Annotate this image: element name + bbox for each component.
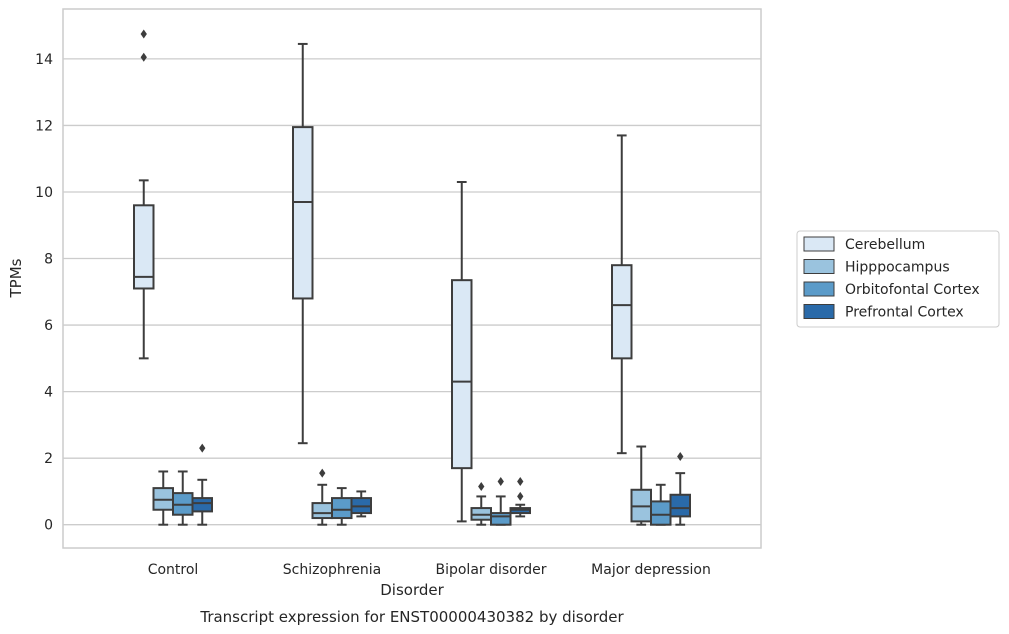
y-tick-label: 12 [35,118,53,134]
box-3-1 [350,490,372,518]
legend-swatch [803,236,835,252]
legend-item: Cerebellum [803,236,925,253]
legend-item: Hipppocampus [803,259,950,276]
legend-item: Orbitofontal Cortex [803,281,980,298]
box-1-0 [152,470,174,526]
x-tick-label: Major depression [591,562,711,578]
box-iqr [650,500,672,526]
boxes [133,29,691,526]
figure-caption: Transcript expression for ENST0000043038… [199,608,624,626]
box-1-3 [630,445,652,526]
x-axis-title: Disorder [380,581,444,599]
legend-label: Hipppocampus [845,260,950,276]
outlier-point [319,468,326,478]
y-tick-label: 6 [44,318,53,334]
x-tick-label: Bipolar disorder [435,562,546,578]
y-tick-label: 2 [44,451,53,467]
legend-swatch [803,304,835,319]
box-iqr [311,502,333,520]
outlier-point [517,491,524,501]
outlier-point [140,29,147,39]
legend-swatch [803,281,835,297]
box-2-2 [490,476,512,526]
box-iqr [331,497,353,520]
legend-label: Prefrontal Cortex [845,305,964,321]
outlier-point [140,52,147,62]
legend-label: Cerebellum [845,237,925,253]
outlier-point [517,476,524,486]
box-3-3 [669,452,691,526]
y-tick-labels: 0 2 4 6 8 10 12 14 [35,52,53,534]
box-iqr [133,204,155,290]
box-iqr [292,126,314,300]
y-tick-label: 0 [44,518,53,534]
legend-label: Orbitofontal Cortex [845,282,980,298]
box-iqr [451,279,473,470]
y-tick-label: 4 [44,385,53,401]
legend-item: Prefrontal Cortex [803,304,964,321]
legend-swatch [803,259,835,274]
box-3-0 [191,443,213,526]
x-tick-labels: Control Schizophrenia Bipolar disorder Majo… [148,562,711,578]
plot-frame [62,8,762,549]
box-iqr [191,497,213,513]
box-0-3 [611,134,633,455]
box-iqr [490,512,512,526]
outlier-point [478,481,485,491]
x-tick-label: Schizophrenia [283,562,381,578]
box-0-0 [133,29,155,360]
y-axis-title: TPMs [7,258,25,298]
y-tick-label: 14 [35,52,53,68]
outlier-point [199,443,206,453]
box-iqr [669,493,691,518]
box-2-1 [331,487,353,526]
box-iqr [611,264,633,360]
legend: Cerebellum Hipppocampus Orbitofontal Corte… [796,230,1000,328]
y-tick-label: 10 [35,185,53,201]
box-0-1 [292,42,314,445]
legend-frame [796,230,1000,328]
x-tick-label: Control [148,562,199,578]
box-0-2 [451,181,473,523]
outlier-point [497,476,504,486]
box-3-2 [509,476,531,518]
outlier-point [677,452,684,462]
y-tick-label: 8 [44,252,53,268]
